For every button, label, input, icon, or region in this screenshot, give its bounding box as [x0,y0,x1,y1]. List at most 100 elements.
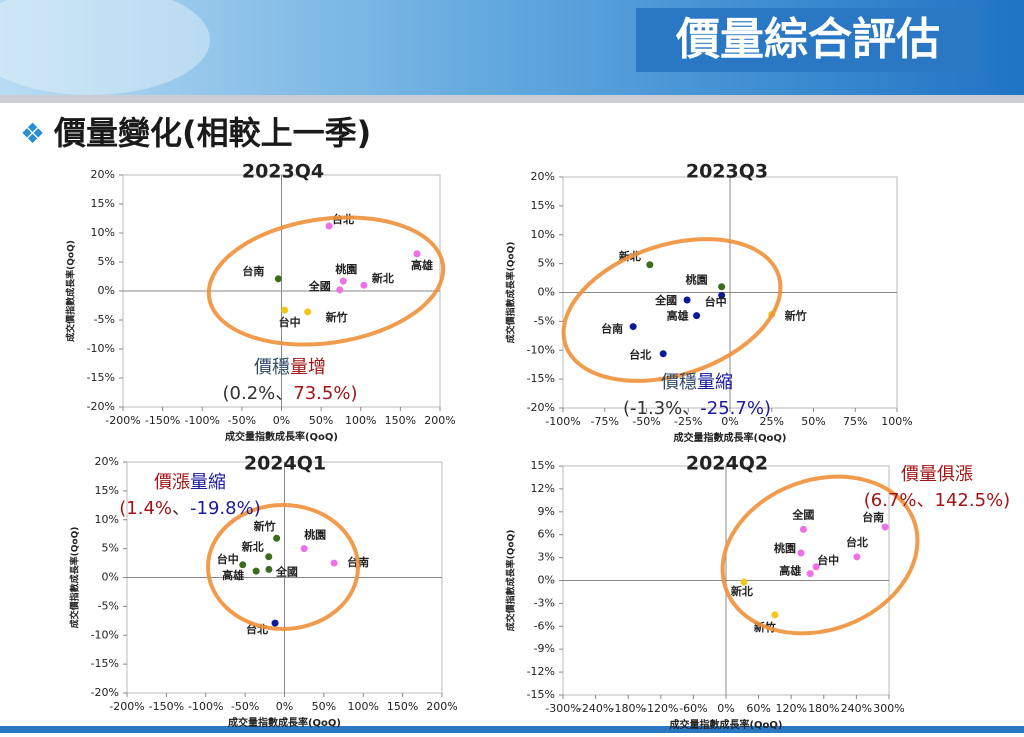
y-tick-label: 3% [538,551,555,564]
point-label: 台中 [279,315,301,329]
y-axis-label: 成交價指數成長率(QoQ) [505,242,517,344]
x-tick-label: -150% [145,414,180,427]
y-tick-label: -10% [527,343,555,356]
x-tick-label: -50% [228,414,256,427]
annotation-part: (-1.3%、 [623,398,700,419]
section-title: 價量變化(相較上一季) [53,114,371,152]
x-tick-label: 150% [385,414,416,427]
y-tick-label: -5% [534,314,555,327]
x-tick-label: 0% [717,702,734,715]
y-tick-label: -10% [91,628,119,641]
y-tick-label: -15% [91,657,119,670]
highlight-ring [206,503,360,631]
highlight-ring [720,474,920,636]
x-axis-label: 成交量指數成長率(QoQ) [673,431,786,444]
x-tick-label: 150% [387,700,418,713]
x-tick-label: -25% [674,415,702,428]
y-tick-label: 15% [95,484,119,497]
x-tick-label: 75% [843,415,867,428]
y-tick-label: 0% [102,571,119,584]
x-tick-label: -150% [149,700,184,713]
point [339,277,347,285]
point-label: 高雄 [667,309,689,323]
y-tick-label: -10% [87,342,115,355]
y-tick-label: -15% [527,688,555,701]
annotation: 價穩量增 [254,357,326,378]
x-tick-label: -75% [591,415,619,428]
annotation: (1.4%、-19.8%) [119,498,260,519]
x-tick-label: -100% [185,414,220,427]
point-label: 高雄 [222,568,244,582]
x-tick-label: -200% [105,414,140,427]
chart-title: 2024Q2 [686,453,768,475]
y-tick-label: 0% [538,286,555,299]
point-label: 台中 [705,294,727,308]
annotation-part: -25.7%) [700,398,771,419]
point [304,308,312,316]
y-tick-label: 10% [91,226,115,239]
point [659,350,667,358]
point [336,286,344,294]
x-tick-label: 120% [775,702,806,715]
x-tick-label: -60% [679,702,707,715]
annotation-part: 量增 [290,357,326,378]
point [806,570,814,578]
annotation: 價穩量縮 [661,372,733,393]
point [812,563,820,571]
x-tick-label: 0% [273,414,290,427]
point [265,565,273,573]
y-axis-label: 成交價指數成長率(QoQ) [65,240,77,342]
annotation: 價量俱漲 [901,464,973,485]
y-tick-label: -20% [527,401,555,414]
y-tick-label: 15% [531,459,555,472]
point [325,222,333,230]
annotation: (-1.3%、-25.7%) [623,398,771,419]
point [629,323,637,331]
y-axis-label: 成交價指數成長率(QoQ) [505,530,517,632]
annotation: (0.2%、73.5%) [223,383,358,404]
annotation-part: 、 [172,498,190,519]
point [360,281,368,289]
x-tick-label: -180% [610,702,645,715]
y-tick-label: -15% [527,372,555,385]
y-tick-label: 5% [98,255,115,268]
y-tick-label: -5% [98,599,119,612]
point [853,553,861,561]
y-tick-label: 0% [538,574,555,587]
x-tick-label: 0% [721,415,738,428]
annotation-part: -19.8%) [190,498,261,519]
y-tick-label: -15% [87,371,115,384]
x-axis-label: 成交量指數成長率(QoQ) [228,716,341,729]
x-tick-label: -300% [545,702,580,715]
annotation-part: 量縮 [190,472,226,493]
bullet: ❖ [20,117,45,150]
point-label: 台南 [242,264,264,278]
y-tick-label: -12% [527,665,555,678]
x-tick-label: 240% [841,702,872,715]
x-tick-label: 0% [276,700,293,713]
point [274,275,282,283]
y-tick-label: 20% [95,455,119,468]
x-tick-label: 100% [881,415,912,428]
point-label: 全國 [654,293,677,307]
point-label: 桃園 [774,541,796,555]
point [683,296,691,304]
x-tick-label: 25% [760,415,784,428]
point-label: 台北 [846,535,868,549]
point [281,306,289,314]
point-label: 全國 [275,564,298,578]
annotation-part: 73.5%) [293,383,357,404]
point [799,525,807,533]
point-label: 高雄 [779,564,801,578]
point-label: 全國 [791,507,814,521]
y-tick-label: 9% [538,505,555,518]
highlight-ring [206,215,446,347]
y-tick-label: -20% [87,400,115,413]
point [881,523,889,531]
x-tick-label: -200% [109,700,144,713]
point [740,578,748,586]
x-tick-label: 60% [746,702,770,715]
point [252,567,260,575]
y-tick-label: 0% [98,284,115,297]
y-tick-label: 20% [91,168,115,181]
